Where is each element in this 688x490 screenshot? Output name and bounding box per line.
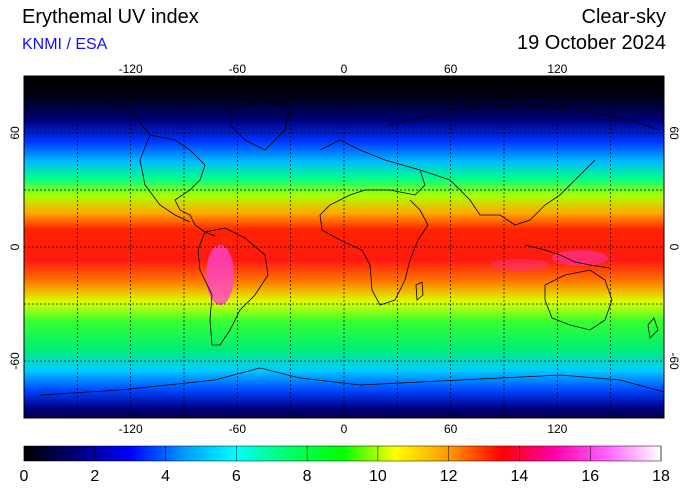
right-lat-tick-label: 60 xyxy=(667,126,681,140)
colorbar-tick-label: 2 xyxy=(90,468,99,485)
top-lon-tick-label: -60 xyxy=(229,62,247,76)
colorbar-tick-label: 12 xyxy=(440,468,458,485)
south-america-coast xyxy=(197,227,269,346)
bottom-lon-tick-label: -60 xyxy=(229,422,247,436)
top-lon-tick-label: 0 xyxy=(341,62,348,76)
top-lon-tick-label: 60 xyxy=(444,62,458,76)
colorbar-tick-label: 4 xyxy=(161,468,170,485)
bottom-lon-tick-label: -120 xyxy=(119,422,143,436)
colorbar-tick-label: 16 xyxy=(581,468,599,485)
antarctica-coast xyxy=(39,367,664,396)
right-lat-tick-label: 0 xyxy=(667,244,681,251)
left-lat-tick-label: 0 xyxy=(8,243,22,250)
uv-hotspots xyxy=(206,245,608,305)
top-lon-tick-label: 120 xyxy=(547,62,567,76)
colorbar-tick-label: 8 xyxy=(303,468,312,485)
sky-condition-label: Clear-sky xyxy=(581,6,666,28)
colorbar-ticks: 0 2 4 6 8 10 12 14 16 18 xyxy=(20,446,670,485)
bottom-lon-tick-label: 0 xyxy=(341,422,348,436)
colorbar-tick-label: 18 xyxy=(652,468,670,485)
colorbar-tick-label: 6 xyxy=(232,468,241,485)
map-title: Erythemal UV index xyxy=(22,6,199,28)
indonesia-coast xyxy=(524,244,611,269)
map-frame xyxy=(23,75,665,419)
top-lon-tick-label: -120 xyxy=(119,62,143,76)
left-lat-tick-label: -60 xyxy=(8,352,22,370)
map-date: 19 October 2024 xyxy=(517,32,666,54)
north-america-coast xyxy=(39,94,216,237)
madagascar-coast xyxy=(415,281,424,301)
data-source-label: KNMI / ESA xyxy=(22,36,108,53)
australia-coast xyxy=(544,269,613,331)
left-lat-tick-label: 60 xyxy=(8,126,22,140)
colorbar-tick-label: 14 xyxy=(511,468,529,485)
colorbar-tick-label: 10 xyxy=(369,468,387,485)
coastlines xyxy=(39,94,664,396)
greenland-coast xyxy=(229,99,291,151)
colorbar xyxy=(23,445,662,462)
axis-ticks: -120 -120 -60 -60 0 0 60 60 120 120 60 60 0 0 -60 -60 xyxy=(8,62,681,436)
asia-coast xyxy=(389,104,661,226)
bottom-lon-tick-label: 60 xyxy=(444,422,458,436)
right-lat-tick-label: -60 xyxy=(667,352,681,370)
graticule xyxy=(24,76,664,418)
colorbar-tick-label: 0 xyxy=(20,468,29,485)
new-zealand-coast xyxy=(647,317,659,339)
bottom-lon-tick-label: 120 xyxy=(547,422,567,436)
